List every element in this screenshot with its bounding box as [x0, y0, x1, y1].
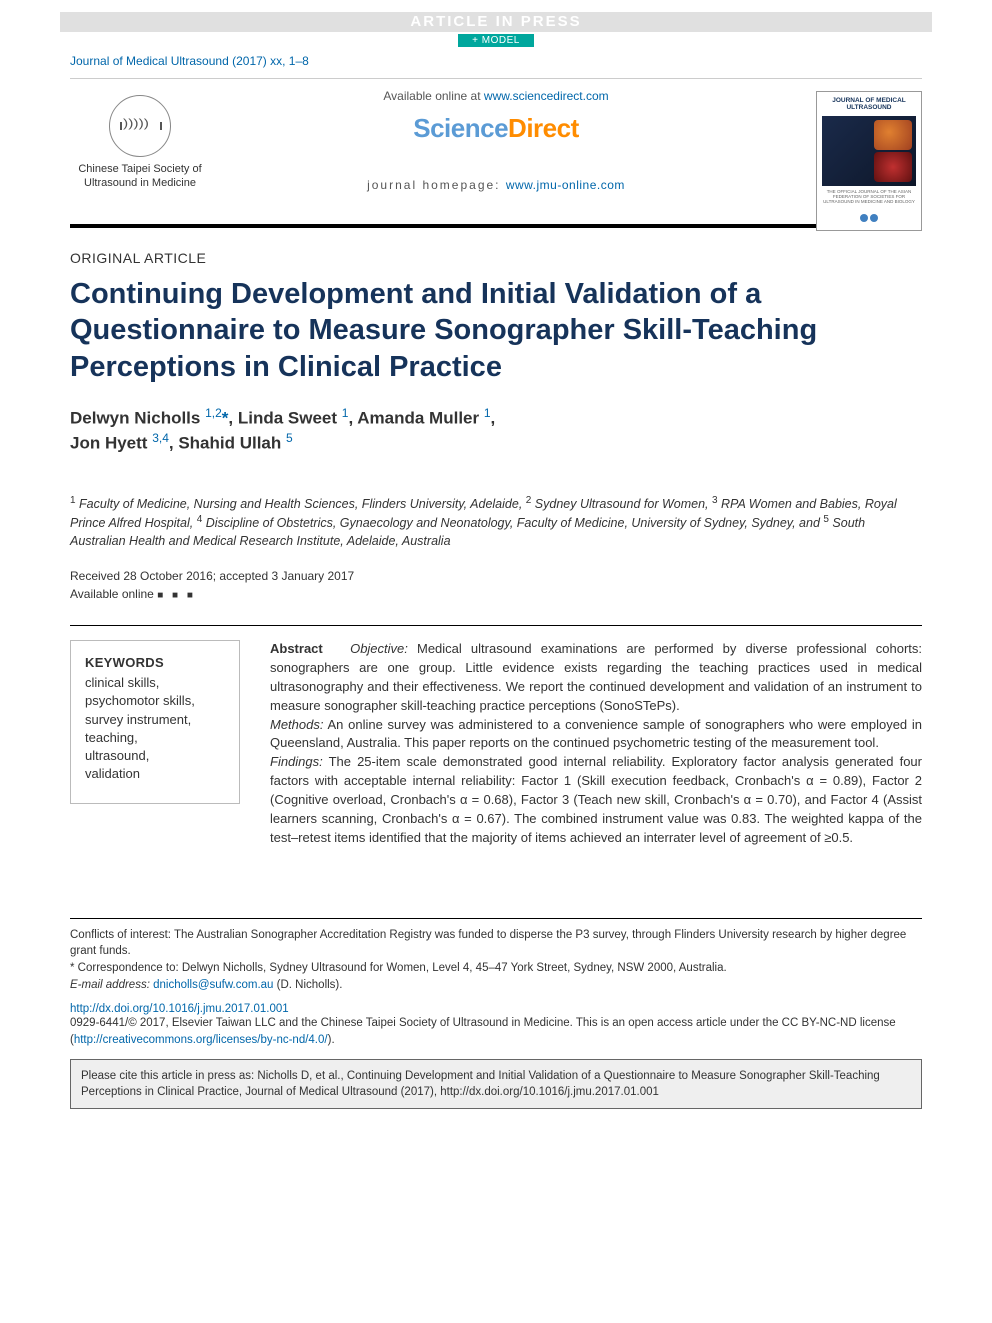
findings-text: The 25-item scale demonstrated good inte… — [270, 754, 922, 844]
journal-name[interactable]: Journal of Medical Ultrasound — [70, 54, 229, 68]
available-online-line: Available online at www.sciencedirect.co… — [230, 89, 762, 103]
methods-text: An online survey was administered to a c… — [270, 717, 922, 751]
objective-label: Objective: — [350, 641, 408, 656]
methods-label: Methods: — [270, 717, 323, 732]
doi-link[interactable]: http://dx.doi.org/10.1016/j.jmu.2017.01.… — [70, 1003, 922, 1015]
cover-subtitle: THE OFFICIAL JOURNAL OF THE ASIAN FEDERA… — [822, 190, 916, 205]
sciencedirect-link[interactable]: www.sciencedirect.com — [484, 89, 609, 103]
header-box: Chinese Taipei Society of Ultrasound in … — [70, 78, 922, 228]
society-logo-icon — [109, 95, 171, 157]
brand-part1: Science — [413, 113, 508, 143]
keyword-item: teaching, — [85, 729, 225, 747]
journal-cover-thumbnail[interactable]: JOURNAL OF MEDICAL ULTRASOUND THE OFFICI… — [816, 91, 922, 231]
available-label: Available online — [70, 587, 154, 601]
received-accepted: Received 28 October 2016; accepted 3 Jan… — [70, 568, 922, 585]
cover-footer-icon — [822, 209, 916, 227]
email-line: E-mail address: dnicholls@sufw.com.au (D… — [70, 977, 922, 994]
keyword-item: clinical skills, — [85, 674, 225, 692]
sciencedirect-brand[interactable]: ScienceDirect — [230, 113, 762, 144]
correspondence-note: * Correspondence to: Delwyn Nicholls, Sy… — [70, 960, 922, 977]
model-badge-text: + MODEL — [458, 34, 534, 47]
keyword-item: validation — [85, 765, 225, 783]
journal-pages[interactable]: 1–8 — [289, 54, 309, 68]
keyword-item: ultrasound, — [85, 747, 225, 765]
keywords-heading: KEYWORDS — [85, 655, 225, 670]
available-online: Available online ■ ■ ■ — [70, 586, 922, 604]
copyright-line: 0929-6441/© 2017, Elsevier Taiwan LLC an… — [70, 1015, 922, 1048]
footnotes: Conflicts of interest: The Australian So… — [70, 918, 922, 994]
article-type: ORIGINAL ARTICLE — [70, 250, 922, 266]
journal-vol: xx — [270, 54, 282, 68]
article-title: Continuing Development and Initial Valid… — [70, 276, 922, 385]
homepage-link[interactable]: www.jmu-online.com — [506, 178, 625, 192]
abstract-lead: Abstract — [270, 641, 323, 656]
affiliations: 1 Faculty of Medicine, Nursing and Healt… — [70, 494, 922, 551]
keyword-item: psychomotor skills, — [85, 692, 225, 710]
cover-title: JOURNAL OF MEDICAL ULTRASOUND — [822, 97, 916, 111]
cover-art-icon — [822, 116, 916, 186]
abstract-body: Abstract Objective: Medical ultrasound e… — [270, 626, 922, 847]
society-block: Chinese Taipei Society of Ultrasound in … — [70, 95, 210, 191]
article-in-press-banner: ARTICLE IN PRESS — [60, 12, 932, 32]
homepage-line: journal homepage: www.jmu-online.com — [230, 178, 762, 192]
model-badge: + MODEL — [70, 30, 922, 48]
copyright-close: ). — [328, 1034, 335, 1046]
available-prefix: Available online at — [383, 89, 484, 103]
keyword-item: survey instrument, — [85, 711, 225, 729]
abstract-row: KEYWORDS clinical skills, psychomotor sk… — [70, 625, 922, 847]
keywords-box: KEYWORDS clinical skills, psychomotor sk… — [70, 640, 240, 804]
email-link[interactable]: dnicholls@sufw.com.au — [153, 979, 273, 991]
email-label: E-mail address: — [70, 979, 150, 991]
findings-label: Findings: — [270, 754, 323, 769]
brand-part2: Direct — [508, 113, 579, 143]
journal-reference: Journal of Medical Ultrasound (2017) xx,… — [70, 54, 922, 68]
email-author: (D. Nicholls). — [277, 979, 343, 991]
society-caption: Chinese Taipei Society of Ultrasound in … — [70, 163, 210, 191]
license-link[interactable]: http://creativecommons.org/licenses/by-n… — [74, 1034, 328, 1046]
journal-year: (2017) — [232, 54, 267, 68]
author-list: Delwyn Nicholls 1,2*, Linda Sweet 1, Ama… — [70, 405, 922, 456]
homepage-prefix: journal homepage: — [367, 178, 506, 192]
conflicts-note: Conflicts of interest: The Australian So… — [70, 927, 922, 960]
placeholder-squares-icon: ■ ■ ■ — [157, 590, 196, 601]
article-dates: Received 28 October 2016; accepted 3 Jan… — [70, 568, 922, 603]
citation-box: Please cite this article in press as: Ni… — [70, 1059, 922, 1109]
